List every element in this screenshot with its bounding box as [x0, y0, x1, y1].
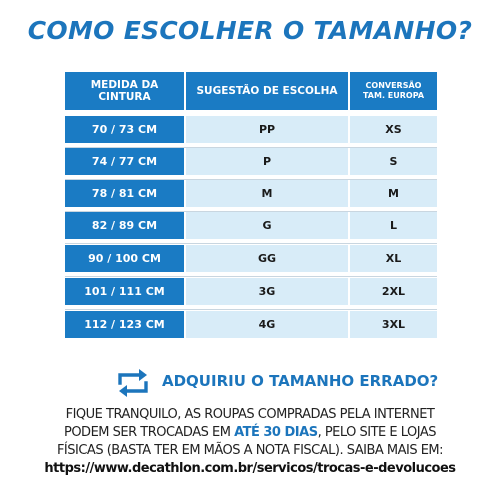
- exchange-text-line2-before: PODEM SER TROCADAS EM: [63, 425, 235, 440]
- exchange-text-line1: FIQUE TRANQUILO, AS ROUPAS COMPRADAS PEL…: [65, 407, 435, 422]
- suggestion-cell: G: [186, 212, 348, 239]
- waist-cell: 82 / 89 CM: [65, 212, 184, 239]
- suggestion-cell: 3G: [186, 278, 348, 305]
- europe-size-cell: L: [350, 212, 437, 239]
- waist-cell: 112 / 123 CM: [65, 311, 184, 338]
- exchange-text-line2-after: , PELO SITE E LOJAS: [317, 425, 437, 440]
- europe-size-cell: M: [350, 180, 437, 207]
- suggestion-cell: M: [186, 180, 348, 207]
- suggestion-cell: PP: [186, 116, 348, 143]
- exchange-text-line2: PODEM SER TROCADAS EM ATÉ 30 DIAS, PELO …: [0, 425, 500, 440]
- row-divider: [65, 179, 437, 180]
- waist-cell: 70 / 73 CM: [65, 116, 184, 143]
- row-divider: [65, 276, 437, 277]
- row-divider: [65, 309, 437, 310]
- waist-cell: 74 / 77 CM: [65, 148, 184, 175]
- europe-size-cell: 2XL: [350, 278, 437, 305]
- row-divider: [65, 211, 437, 212]
- suggestion-cell: P: [186, 148, 348, 175]
- exchange-arrows-icon: [116, 366, 150, 400]
- exchange-days-highlight: ATÉ 30 DIAS: [234, 425, 318, 440]
- europe-size-cell: S: [350, 148, 437, 175]
- header-conversion: CONVERSÃO TAM. EUROPA: [350, 72, 437, 110]
- exchange-text-line3: FÍSICAS (BASTA TER EM MÃOS A NOTA FISCAL…: [56, 443, 444, 458]
- europe-size-cell: XS: [350, 116, 437, 143]
- exchange-policy-link[interactable]: https://www.decathlon.com.br/servicos/tr…: [44, 461, 456, 476]
- header-conversion-line2: TAM. EUROPA: [362, 91, 425, 100]
- header-waist-line2: CINTURA: [98, 91, 151, 103]
- europe-size-cell: 3XL: [350, 311, 437, 338]
- row-divider: [65, 243, 437, 244]
- waist-cell: 101 / 111 CM: [65, 278, 184, 305]
- suggestion-cell: 4G: [186, 311, 348, 338]
- header-suggestion: SUGESTÃO DE ESCOLHA: [186, 72, 348, 110]
- europe-size-cell: XL: [350, 245, 437, 272]
- suggestion-cell: GG: [186, 245, 348, 272]
- page-title: COMO ESCOLHER O TAMANHO?: [27, 16, 473, 45]
- header-conversion-line1: CONVERSÃO: [365, 81, 422, 90]
- waist-cell: 90 / 100 CM: [65, 245, 184, 272]
- header-waist: MEDIDA DA CINTURA: [65, 72, 184, 110]
- exchange-heading: ADQUIRIU O TAMANHO ERRADO?: [162, 372, 439, 390]
- header-suggestion-label: SUGESTÃO DE ESCOLHA: [196, 85, 338, 97]
- row-divider: [65, 147, 437, 148]
- waist-cell: 78 / 81 CM: [65, 180, 184, 207]
- header-waist-line1: MEDIDA DA: [90, 79, 159, 91]
